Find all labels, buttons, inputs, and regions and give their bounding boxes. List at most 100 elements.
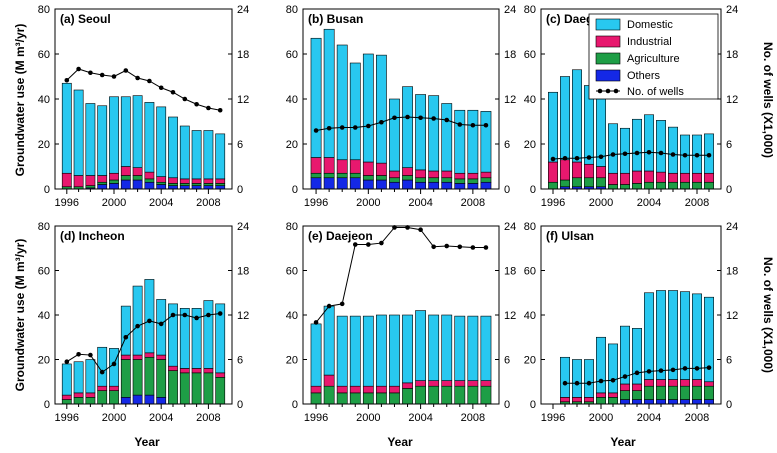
bar-industrial-2003 <box>402 382 413 389</box>
bar-others-2004 <box>415 181 426 190</box>
bar-agriculture-2008 <box>692 181 702 190</box>
panel-f-ulsan: 0 20 40 60 80 0 6 12 18 24 1996 2000 2004 2008 (f) Uls… <box>524 221 739 424</box>
wells-point-2006 <box>182 96 188 102</box>
bar-domestic-2001 <box>375 314 387 387</box>
wells-point-2007 <box>194 315 199 321</box>
bar-agriculture-2006 <box>668 385 678 400</box>
panel-d-incheon: 0 20 40 60 80 0 6 12 18 24 1996 2000 2004 2008 (d) Inc… <box>38 221 250 424</box>
bar-agriculture-2007 <box>680 181 690 190</box>
bar-domestic-2005 <box>428 95 440 172</box>
y-tick-label-40: 40 <box>286 94 298 106</box>
bar-domestic-2006 <box>668 290 678 380</box>
y-tick-label-80: 80 <box>38 4 50 16</box>
bar-agriculture-2004 <box>156 359 167 398</box>
bar-agriculture-2008 <box>203 372 214 405</box>
bar-domestic-2007 <box>454 109 466 174</box>
wells-point-2005 <box>170 312 176 318</box>
bar-domestic-2004 <box>415 94 426 171</box>
wells-point-2008 <box>206 105 211 111</box>
y2-tick-label-12: 12 <box>726 310 738 322</box>
y-tick-label-60: 60 <box>524 266 536 278</box>
bar-industrial-1999 <box>584 163 594 179</box>
bar-agriculture-2004 <box>156 181 167 185</box>
bar-domestic-2004 <box>156 299 167 356</box>
y-tick-label-60: 60 <box>524 49 536 61</box>
wells-point-2009 <box>217 311 223 316</box>
bar-industrial-2002 <box>389 170 400 179</box>
bar-agriculture-1996 <box>310 172 322 179</box>
x-tick-label-2008: 2008 <box>461 412 485 424</box>
y-tick-label-80: 80 <box>286 221 298 233</box>
wells-point-2007 <box>457 122 463 127</box>
bar-agriculture-1998 <box>85 397 96 405</box>
wells-point-2004 <box>418 115 423 121</box>
wells-point-1997 <box>326 125 332 131</box>
bar-agriculture-2004 <box>415 177 426 183</box>
bar-others-2004 <box>156 184 167 190</box>
y-tick-label-80: 80 <box>524 221 536 233</box>
wells-point-2006 <box>670 367 676 373</box>
bar-industrial-2003 <box>632 170 642 184</box>
bar-agriculture-2009 <box>704 385 714 400</box>
bar-industrial-2001 <box>608 172 618 185</box>
bar-agriculture-2002 <box>132 359 143 396</box>
bar-agriculture-1996 <box>61 399 72 405</box>
bar-domestic-2009 <box>480 111 492 173</box>
bar-agriculture-2007 <box>454 178 466 184</box>
bar-domestic-2002 <box>620 325 630 385</box>
bar-domestic-1997 <box>560 356 570 398</box>
bar-industrial-2008 <box>467 380 479 387</box>
bar-industrial-2000 <box>362 385 374 394</box>
x-tick-label-2008: 2008 <box>685 412 709 424</box>
wells-point-2008 <box>694 366 700 371</box>
bar-industrial-2008 <box>203 178 214 184</box>
bar-industrial-1998 <box>85 392 96 398</box>
bar-industrial-2004 <box>415 380 426 387</box>
bar-industrial-2000 <box>109 385 119 391</box>
bar-others-1999 <box>97 184 108 190</box>
bar-industrial-2000 <box>596 166 606 179</box>
bar-domestic-1997 <box>323 305 335 376</box>
bar-agriculture-2005 <box>428 385 440 405</box>
y-tick-label-60: 60 <box>38 49 50 61</box>
legend-label-domestic: Domestic <box>627 19 673 31</box>
wells-point-2002 <box>135 323 140 329</box>
y2-tick-label-6: 6 <box>726 355 732 367</box>
bar-domestic-2008 <box>467 315 479 381</box>
bar-domestic-2006 <box>668 126 678 174</box>
bar-domestic-2007 <box>680 291 690 380</box>
bar-industrial-2002 <box>389 385 400 394</box>
bar-agriculture-2002 <box>389 177 400 183</box>
bar-domestic-1998 <box>85 359 96 394</box>
bar-agriculture-2005 <box>656 181 666 190</box>
bar-others-2003 <box>632 399 642 405</box>
wells-point-2009 <box>706 152 712 158</box>
bar-agriculture-2000 <box>596 177 606 188</box>
bar-others-2004 <box>644 399 654 405</box>
bar-domestic-2009 <box>704 296 714 383</box>
bar-agriculture-2006 <box>179 183 190 186</box>
bar-industrial-2004 <box>644 170 654 183</box>
bar-others-2001 <box>120 397 131 405</box>
bar-agriculture-1999 <box>584 177 594 188</box>
bar-agriculture-2006 <box>441 385 453 405</box>
wells-point-2003 <box>147 318 152 324</box>
bar-agriculture-2006 <box>668 181 678 190</box>
bar-domestic-2001 <box>608 123 618 174</box>
y2-tick-label-24: 24 <box>504 4 516 16</box>
bar-others-2008 <box>467 183 479 190</box>
bar-others-1997 <box>323 177 335 190</box>
wells-point-1999 <box>586 155 592 160</box>
y2-tick-label-12: 12 <box>237 310 249 322</box>
y-tick-label-80: 80 <box>38 221 50 233</box>
bar-industrial-1996 <box>61 394 72 400</box>
legend-swatch-agriculture <box>595 52 621 65</box>
bar-agriculture-2000 <box>362 392 374 405</box>
bar-others-2001 <box>120 179 131 190</box>
bar-industrial-2005 <box>656 171 666 183</box>
bar-agriculture-2003 <box>632 183 642 190</box>
y-tick-label-0: 0 <box>292 184 298 196</box>
panel-title: (c) Daegu <box>546 12 601 26</box>
wells-point-2004 <box>158 321 164 327</box>
bar-agriculture-2003 <box>402 175 413 181</box>
